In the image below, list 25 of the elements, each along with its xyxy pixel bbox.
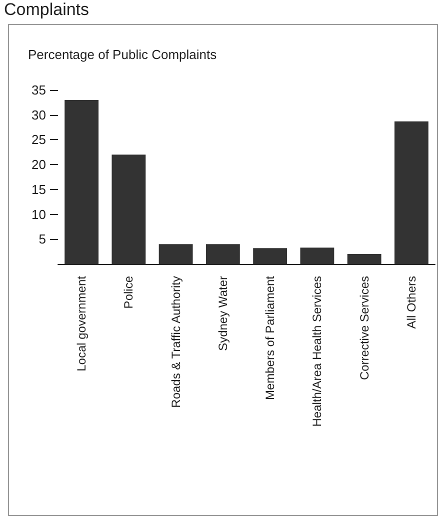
x-tick-label: Local government xyxy=(74,275,89,372)
bar xyxy=(394,121,428,264)
x-tick-label: Members of Parliament xyxy=(263,275,278,400)
x-tick-label: Roads & Traffic Authority xyxy=(168,276,183,408)
x-tick-label: Corrective Services xyxy=(357,276,372,380)
y-tick-label: 15 xyxy=(32,182,46,197)
x-tick-label: Police xyxy=(122,276,136,309)
bar xyxy=(112,154,146,264)
y-axis-title: Percentage of Public Complaints xyxy=(28,47,218,62)
y-tick-label: 35 xyxy=(32,82,46,98)
x-tick-label: All Others xyxy=(404,276,418,329)
y-tick-label: 10 xyxy=(32,206,46,222)
bar xyxy=(300,248,334,264)
y-tick-label: 20 xyxy=(32,157,46,172)
bar xyxy=(347,254,382,264)
bar xyxy=(206,244,240,264)
y-tick-label: 30 xyxy=(32,107,46,122)
bar xyxy=(158,244,193,264)
x-tick-label: Sydney Water xyxy=(216,276,230,351)
chart-title: Complaints xyxy=(4,0,90,20)
x-tick-label: Health/Area Health Services xyxy=(310,276,324,427)
bar xyxy=(253,248,288,264)
bar xyxy=(64,100,99,264)
y-tick-label: 5 xyxy=(38,232,46,247)
y-tick-label: 25 xyxy=(32,132,46,148)
